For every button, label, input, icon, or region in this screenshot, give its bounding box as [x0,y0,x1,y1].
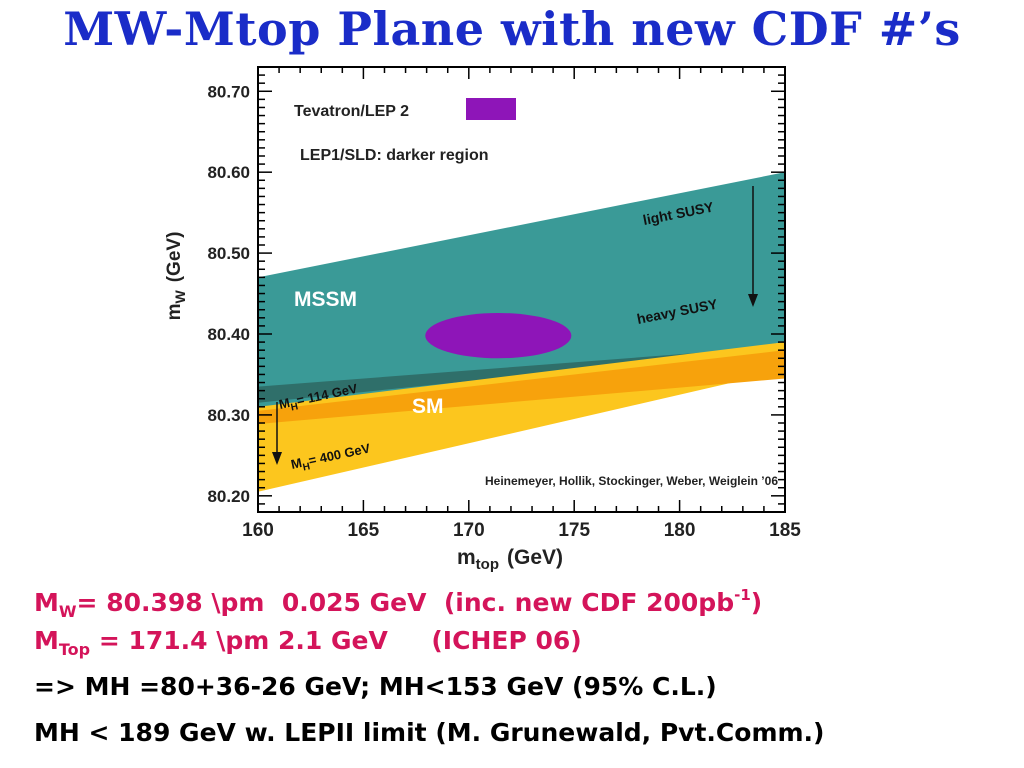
x-tick-label: 160 [242,520,274,541]
credit-text: Heinemeyer, Hollik, Stockinger, Weber, W… [485,474,778,488]
notes-panel: MW= 80.398 \pm 0.025 GeV (inc. new CDF 2… [34,572,1019,756]
x-tick-label: 180 [664,520,696,541]
plot-frame [257,66,786,513]
legend-entry-label: Tevatron/LEP 2 [294,103,409,120]
note-mh-limit: MH < 189 GeV w. LEPII limit (M. Grunewal… [34,718,825,747]
slide-title: MW-Mtop Plane with new CDF #’s [63,2,961,56]
mw-mtop-chart: 80.20 80.30 80.40 80.50 80.60 80.70 160 … [164,66,801,572]
x-axis-label: mtop (GeV) [457,546,563,572]
y-tick-label: 80.20 [207,487,250,506]
x-tick-label: 165 [348,520,380,541]
mssm-label: MSSM [294,288,357,311]
note-mh-fit: => MH =80+36-26 GeV; MH<153 GeV (95% C.L… [34,672,717,701]
y-tick-label: 80.40 [207,325,250,344]
y-tick-label: 80.50 [207,244,250,263]
sm-darker-region [258,350,785,425]
note-mw: MW= 80.398 \pm 0.025 GeV (inc. new CDF 2… [34,586,763,621]
sm-label: SM [412,395,444,418]
y-axis-label: mW(GeV) [164,232,188,321]
x-axis-ticks [257,67,786,512]
x-tick-label: 175 [558,520,590,541]
note-mtop: MTop = 171.4 \pm 2.1 GeV (ICHEP 06) [34,626,582,659]
plot-regions [258,172,785,492]
y-axis-ticks [258,74,785,505]
higgs-range-arrow [272,402,282,465]
y-tick-label: 80.70 [207,82,250,101]
legend-note: LEP1/SLD: darker region [300,147,489,164]
x-tick-label: 185 [769,520,801,541]
susy-range-arrow [748,186,758,307]
measurement-ellipse [425,312,572,359]
y-tick-label: 80.60 [207,163,250,182]
y-tick-label: 80.30 [207,406,250,425]
legend-entry-swatch [466,98,516,120]
x-tick-label: 170 [453,520,485,541]
